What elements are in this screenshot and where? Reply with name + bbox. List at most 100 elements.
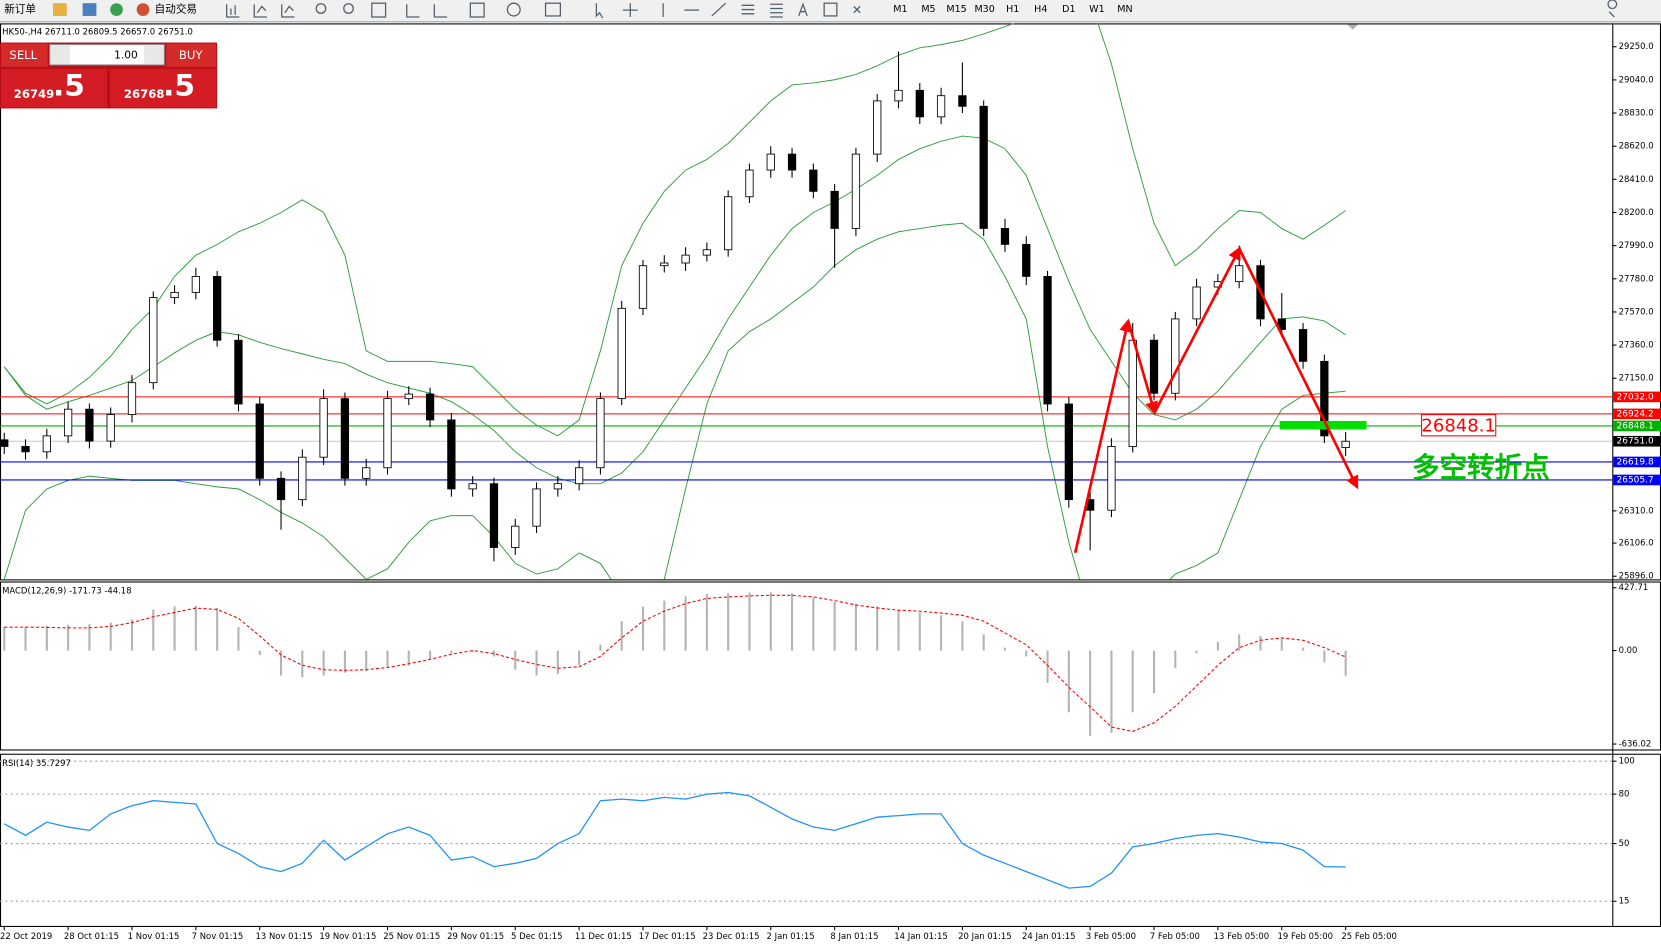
text-tool[interactable] <box>798 2 808 17</box>
buy-label[interactable]: BUY <box>179 48 203 62</box>
auto-trade-button[interactable]: 自动交易 <box>155 3 197 16</box>
candle-body <box>532 488 541 527</box>
candle-body <box>702 249 712 256</box>
bid-price[interactable]: 26749 <box>14 87 54 101</box>
candle-body <box>0 439 9 447</box>
timeframe-button[interactable]: M1 <box>893 4 907 15</box>
plots <box>0 23 1613 902</box>
toolbar-icon[interactable] <box>52 3 67 16</box>
x-tick-label: 28 Oct 01:15 <box>64 931 119 941</box>
price-level-tag <box>1613 456 1661 468</box>
plot-area <box>3 592 1347 736</box>
label-tool[interactable] <box>823 2 838 17</box>
y-tick-label: 27360.0 <box>1619 340 1654 350</box>
x-tick-label: 7 Feb 05:00 <box>1150 931 1200 941</box>
price-level-label: 26505.7 <box>1617 475 1654 485</box>
timeframe-button[interactable]: M5 <box>921 4 935 15</box>
new-order-button[interactable]: 新订单 <box>4 3 36 16</box>
candle-body <box>319 398 328 458</box>
price-level-label: 26848.1 <box>1617 421 1654 431</box>
lots-value[interactable]: 1.00 <box>114 48 138 61</box>
y-tick-label: 28830.0 <box>1619 108 1654 118</box>
channel-tool[interactable] <box>741 4 755 15</box>
bid-box[interactable] <box>1 69 107 108</box>
toolbar-icon[interactable] <box>82 3 97 16</box>
candle-body <box>1128 339 1137 447</box>
toolbar-icon[interactable] <box>469 2 485 18</box>
y-tick-label: 27150.0 <box>1619 373 1654 383</box>
toolbar-icon[interactable] <box>110 3 123 16</box>
candle-body <box>425 393 435 421</box>
toolbar-icon[interactable] <box>315 3 327 14</box>
candle-body <box>617 307 626 400</box>
candle-body <box>1341 440 1350 448</box>
ask-box[interactable] <box>110 69 217 108</box>
auto-trade-icon[interactable] <box>136 3 150 16</box>
timeframe-button[interactable]: H4 <box>1034 4 1047 15</box>
toolbar-icon[interactable] <box>253 4 267 18</box>
toolbar-icon[interactable] <box>343 3 354 14</box>
candle-body <box>745 169 754 198</box>
crosshair-tool[interactable] <box>622 3 638 18</box>
candle-body <box>787 153 797 171</box>
macd-panel-frame <box>0 581 1661 751</box>
toolbar-icon[interactable] <box>281 4 295 18</box>
shapes-tool[interactable] <box>853 5 861 14</box>
arrow <box>1153 246 1241 414</box>
annotations: 26848.1 多空转折点 <box>1073 246 1550 554</box>
arrow <box>1126 320 1159 416</box>
x-tick-label: 19 Feb 05:00 <box>1278 931 1333 941</box>
candle-body <box>915 89 924 118</box>
lots-field[interactable] <box>49 44 165 66</box>
price-box <box>1421 414 1497 437</box>
buy-button[interactable] <box>166 43 217 67</box>
trendline-tool[interactable] <box>711 2 727 17</box>
candle-body <box>468 483 477 490</box>
x-tick-label: 24 Jan 01:15 <box>1022 931 1076 941</box>
timeframe-button[interactable]: M30 <box>974 4 994 15</box>
price-panel-frame <box>0 23 1661 581</box>
candle-body <box>1192 286 1201 320</box>
toolbar-icon[interactable] <box>506 2 521 17</box>
candle-body <box>191 276 200 293</box>
timeframe-button[interactable]: M15 <box>946 4 966 15</box>
x-tick-label: 25 Feb 05:00 <box>1341 931 1396 941</box>
sell-button[interactable] <box>1 43 48 67</box>
chart-shift-marker[interactable] <box>1347 24 1359 30</box>
timeframe-button[interactable]: H1 <box>1006 4 1019 15</box>
rsi-line <box>3 791 1346 889</box>
y-tick-label: 15 <box>1619 896 1630 906</box>
timeframe-button[interactable]: W1 <box>1089 4 1104 15</box>
toolbar-icon[interactable] <box>371 2 387 18</box>
price-level-tag <box>1613 474 1661 486</box>
lots-down[interactable] <box>50 45 70 64</box>
cursor-tool[interactable] <box>595 3 604 19</box>
toolbar-icon[interactable] <box>406 4 420 18</box>
ask-fraction[interactable]: .5 <box>163 69 195 104</box>
candle-body <box>1064 403 1073 501</box>
toolbar-icon[interactable] <box>433 4 448 18</box>
ask-price[interactable]: 26768 <box>124 87 164 101</box>
candle-body <box>106 414 115 442</box>
x-tick-label: 13 Feb 05:00 <box>1214 931 1269 941</box>
toolbar-icon[interactable] <box>226 4 240 18</box>
sell-label[interactable]: SELL <box>9 48 37 62</box>
timeframe-button[interactable]: MN <box>1117 4 1132 15</box>
y-tick-label: 25896.0 <box>1619 571 1654 581</box>
timeframe-button[interactable]: D1 <box>1062 4 1075 15</box>
candle-body <box>1000 228 1010 245</box>
price-level-label: 26751.0 <box>1617 437 1654 447</box>
x-tick-label: 3 Feb 05:00 <box>1086 931 1136 941</box>
candle-body <box>1022 243 1031 277</box>
toolbar-icon[interactable] <box>544 2 562 17</box>
candle-body <box>404 393 413 400</box>
price-level-label: 26619.8 <box>1617 457 1654 467</box>
search-icon[interactable] <box>1607 0 1618 18</box>
y-tick-label: 26310.0 <box>1619 505 1654 515</box>
lots-up[interactable] <box>144 45 164 64</box>
bid-fraction[interactable]: .5 <box>53 69 85 104</box>
x-tick-label: 1 Nov 01:15 <box>128 931 180 941</box>
candle-body <box>63 408 73 437</box>
fibo-tool[interactable] <box>770 3 783 18</box>
x-tick-label: 23 Dec 01:15 <box>703 931 760 941</box>
